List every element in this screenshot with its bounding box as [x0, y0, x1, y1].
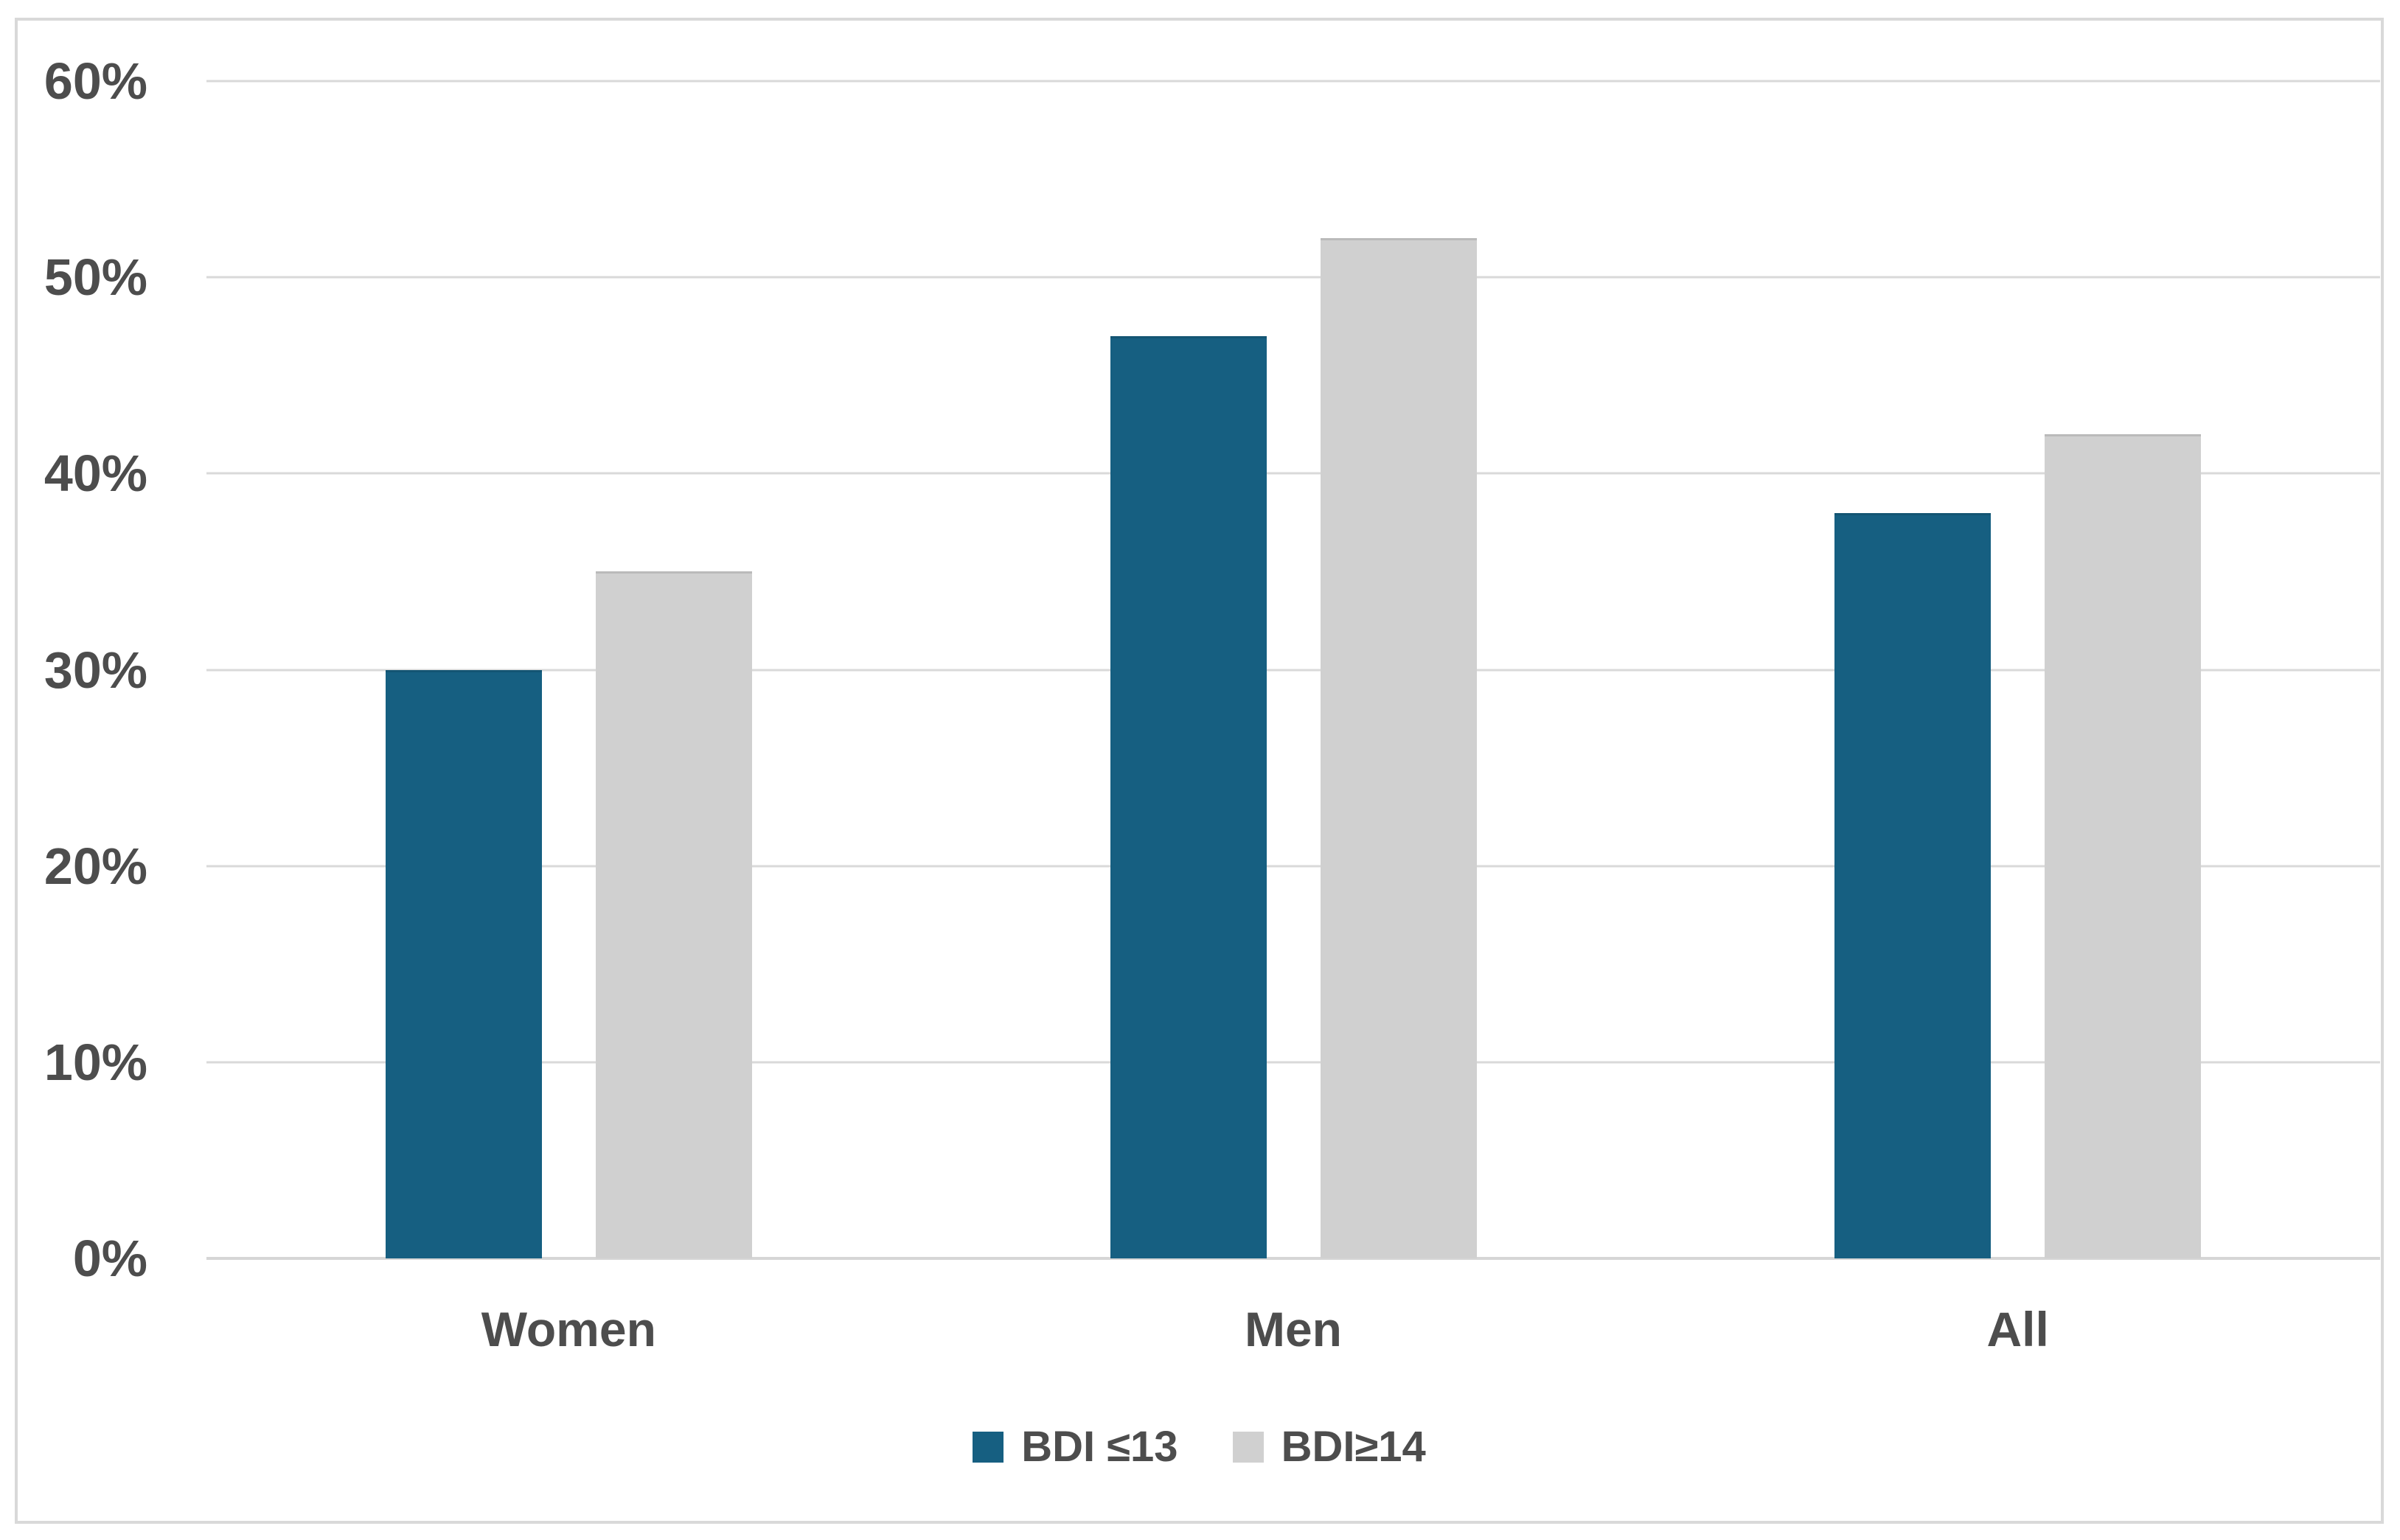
- bar-group-women: [206, 81, 931, 1258]
- bar-group-all: [1655, 81, 2380, 1258]
- x-axis-line: [206, 1257, 2380, 1260]
- x-axis-labels: Women Men All: [206, 1303, 2380, 1355]
- y-tick-label: 40%: [44, 445, 147, 503]
- y-tick-label: 20%: [44, 837, 147, 895]
- x-category-label-men: Men: [1245, 1302, 1342, 1356]
- y-tick-label: 60%: [44, 52, 147, 110]
- gridline: [206, 276, 2380, 279]
- gridline: [206, 669, 2380, 671]
- y-axis-labels: 60% 50% 40% 30% 20% 10% 0%: [0, 55, 147, 1284]
- gridline: [206, 472, 2380, 475]
- plot-area: [206, 80, 2380, 1260]
- bar-all-series-1: [1834, 512, 1992, 1258]
- bar-men-series-2: [1320, 237, 1477, 1258]
- bar-group-men: [931, 81, 1656, 1258]
- y-tick-label: 10%: [44, 1033, 147, 1091]
- bar-women-series-1: [385, 669, 542, 1258]
- x-category-label-women: Women: [481, 1302, 656, 1356]
- bar-women-series-2: [595, 571, 752, 1258]
- legend-item-series-1: BDI ≤13: [973, 1426, 1178, 1468]
- bars: [206, 81, 2380, 1258]
- gridline: [206, 80, 2380, 83]
- x-category-label-all: All: [1986, 1302, 2049, 1356]
- gridline: [206, 865, 2380, 868]
- legend-swatch-icon: [1232, 1432, 1264, 1463]
- bar-all-series-2: [2045, 434, 2202, 1258]
- y-tick-label: 0%: [72, 1230, 147, 1287]
- legend-swatch-icon: [973, 1432, 1004, 1463]
- gridlines: [206, 80, 2380, 1260]
- legend-label: BDI ≤13: [1021, 1423, 1178, 1471]
- y-tick-label: 30%: [44, 641, 147, 699]
- bar-men-series-1: [1110, 336, 1267, 1258]
- legend: BDI ≤13 BDI≥14: [15, 1426, 2384, 1468]
- y-tick-label: 50%: [44, 248, 147, 307]
- legend-label: BDI≥14: [1281, 1423, 1426, 1471]
- legend-item-series-2: BDI≥14: [1232, 1423, 1426, 1471]
- gridline: [206, 1061, 2380, 1064]
